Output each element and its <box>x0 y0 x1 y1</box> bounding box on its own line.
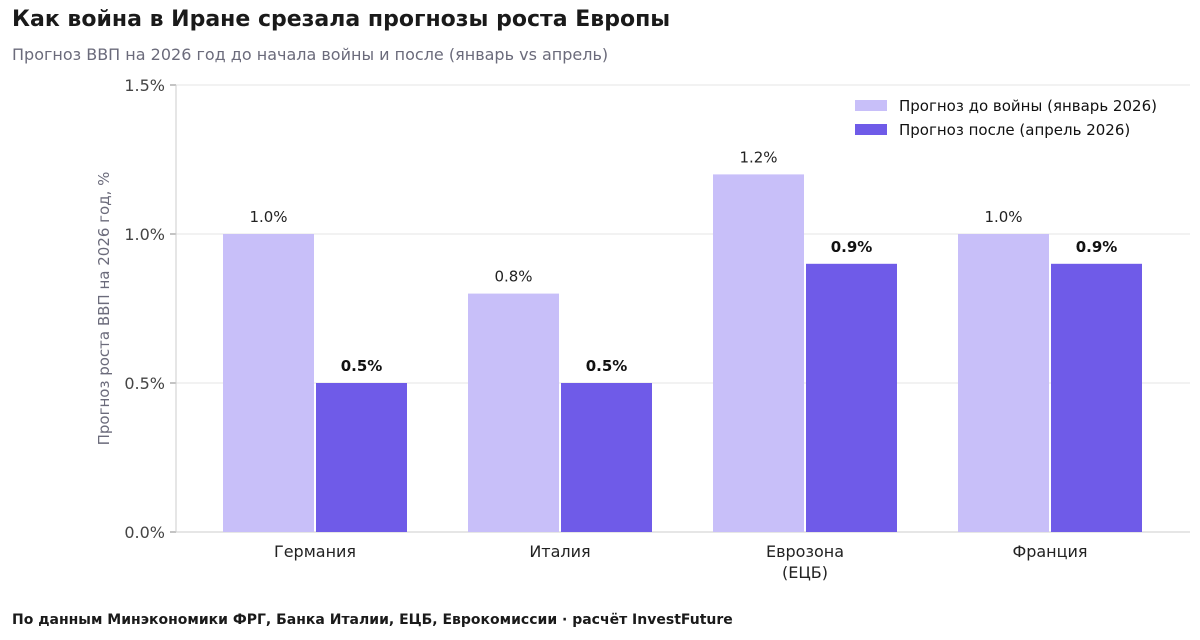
data-label-before: 1.0% <box>984 208 1022 226</box>
bar-after <box>806 263 897 532</box>
legend-label-after: Прогноз после (апрель 2026) <box>899 121 1130 139</box>
bar-before <box>223 234 314 532</box>
bar-before <box>713 174 804 532</box>
bar-after <box>561 383 652 532</box>
data-label-before: 1.2% <box>739 148 777 166</box>
x-tick-label: Франция <box>1012 542 1087 561</box>
legend-swatch-before <box>855 100 887 111</box>
bars <box>223 174 1142 532</box>
bar-after <box>316 383 407 532</box>
chart-title: Как война в Иране срезала прогнозы роста… <box>12 7 671 32</box>
bar-before <box>958 234 1049 532</box>
axes: 0.0% 0.5% 1.0% 1.5% Прогноз роста ВВП на 202… <box>95 76 1190 582</box>
legend: Прогноз до войны (январь 2026) Прогноз по… <box>855 97 1157 139</box>
x-tick-label: Италия <box>529 542 590 561</box>
source-note: По данным Минэкономики ФРГ, Банка Италии… <box>12 612 733 628</box>
x-tick-label: (ЕЦБ) <box>782 563 828 582</box>
x-tick-label: Германия <box>274 542 356 561</box>
bar-before <box>468 293 559 532</box>
y-tick-label: 0.5% <box>124 374 165 393</box>
data-label-after: 0.9% <box>831 238 873 256</box>
bar-after <box>1051 263 1142 532</box>
data-label-after: 0.5% <box>586 357 628 375</box>
legend-swatch-after <box>855 124 887 135</box>
x-tick-label: Еврозона <box>766 542 844 561</box>
data-label-before: 1.0% <box>249 208 287 226</box>
chart-subtitle: Прогноз ВВП на 2026 год до начала войны … <box>12 45 609 64</box>
legend-label-before: Прогноз до войны (январь 2026) <box>899 97 1157 115</box>
y-tick-label: 1.0% <box>124 225 165 244</box>
data-label-after: 0.5% <box>341 357 383 375</box>
y-tick-label: 0.0% <box>124 523 165 542</box>
y-axis-label: Прогноз роста ВВП на 2026 год, % <box>95 172 113 446</box>
data-labels: 1.0% 0.5% 0.8% 0.5% 1.2% 0.9% 1.0% 0.9% <box>249 148 1117 375</box>
data-label-before: 0.8% <box>494 268 532 286</box>
data-label-after: 0.9% <box>1076 238 1118 256</box>
y-tick-label: 1.5% <box>124 76 165 95</box>
